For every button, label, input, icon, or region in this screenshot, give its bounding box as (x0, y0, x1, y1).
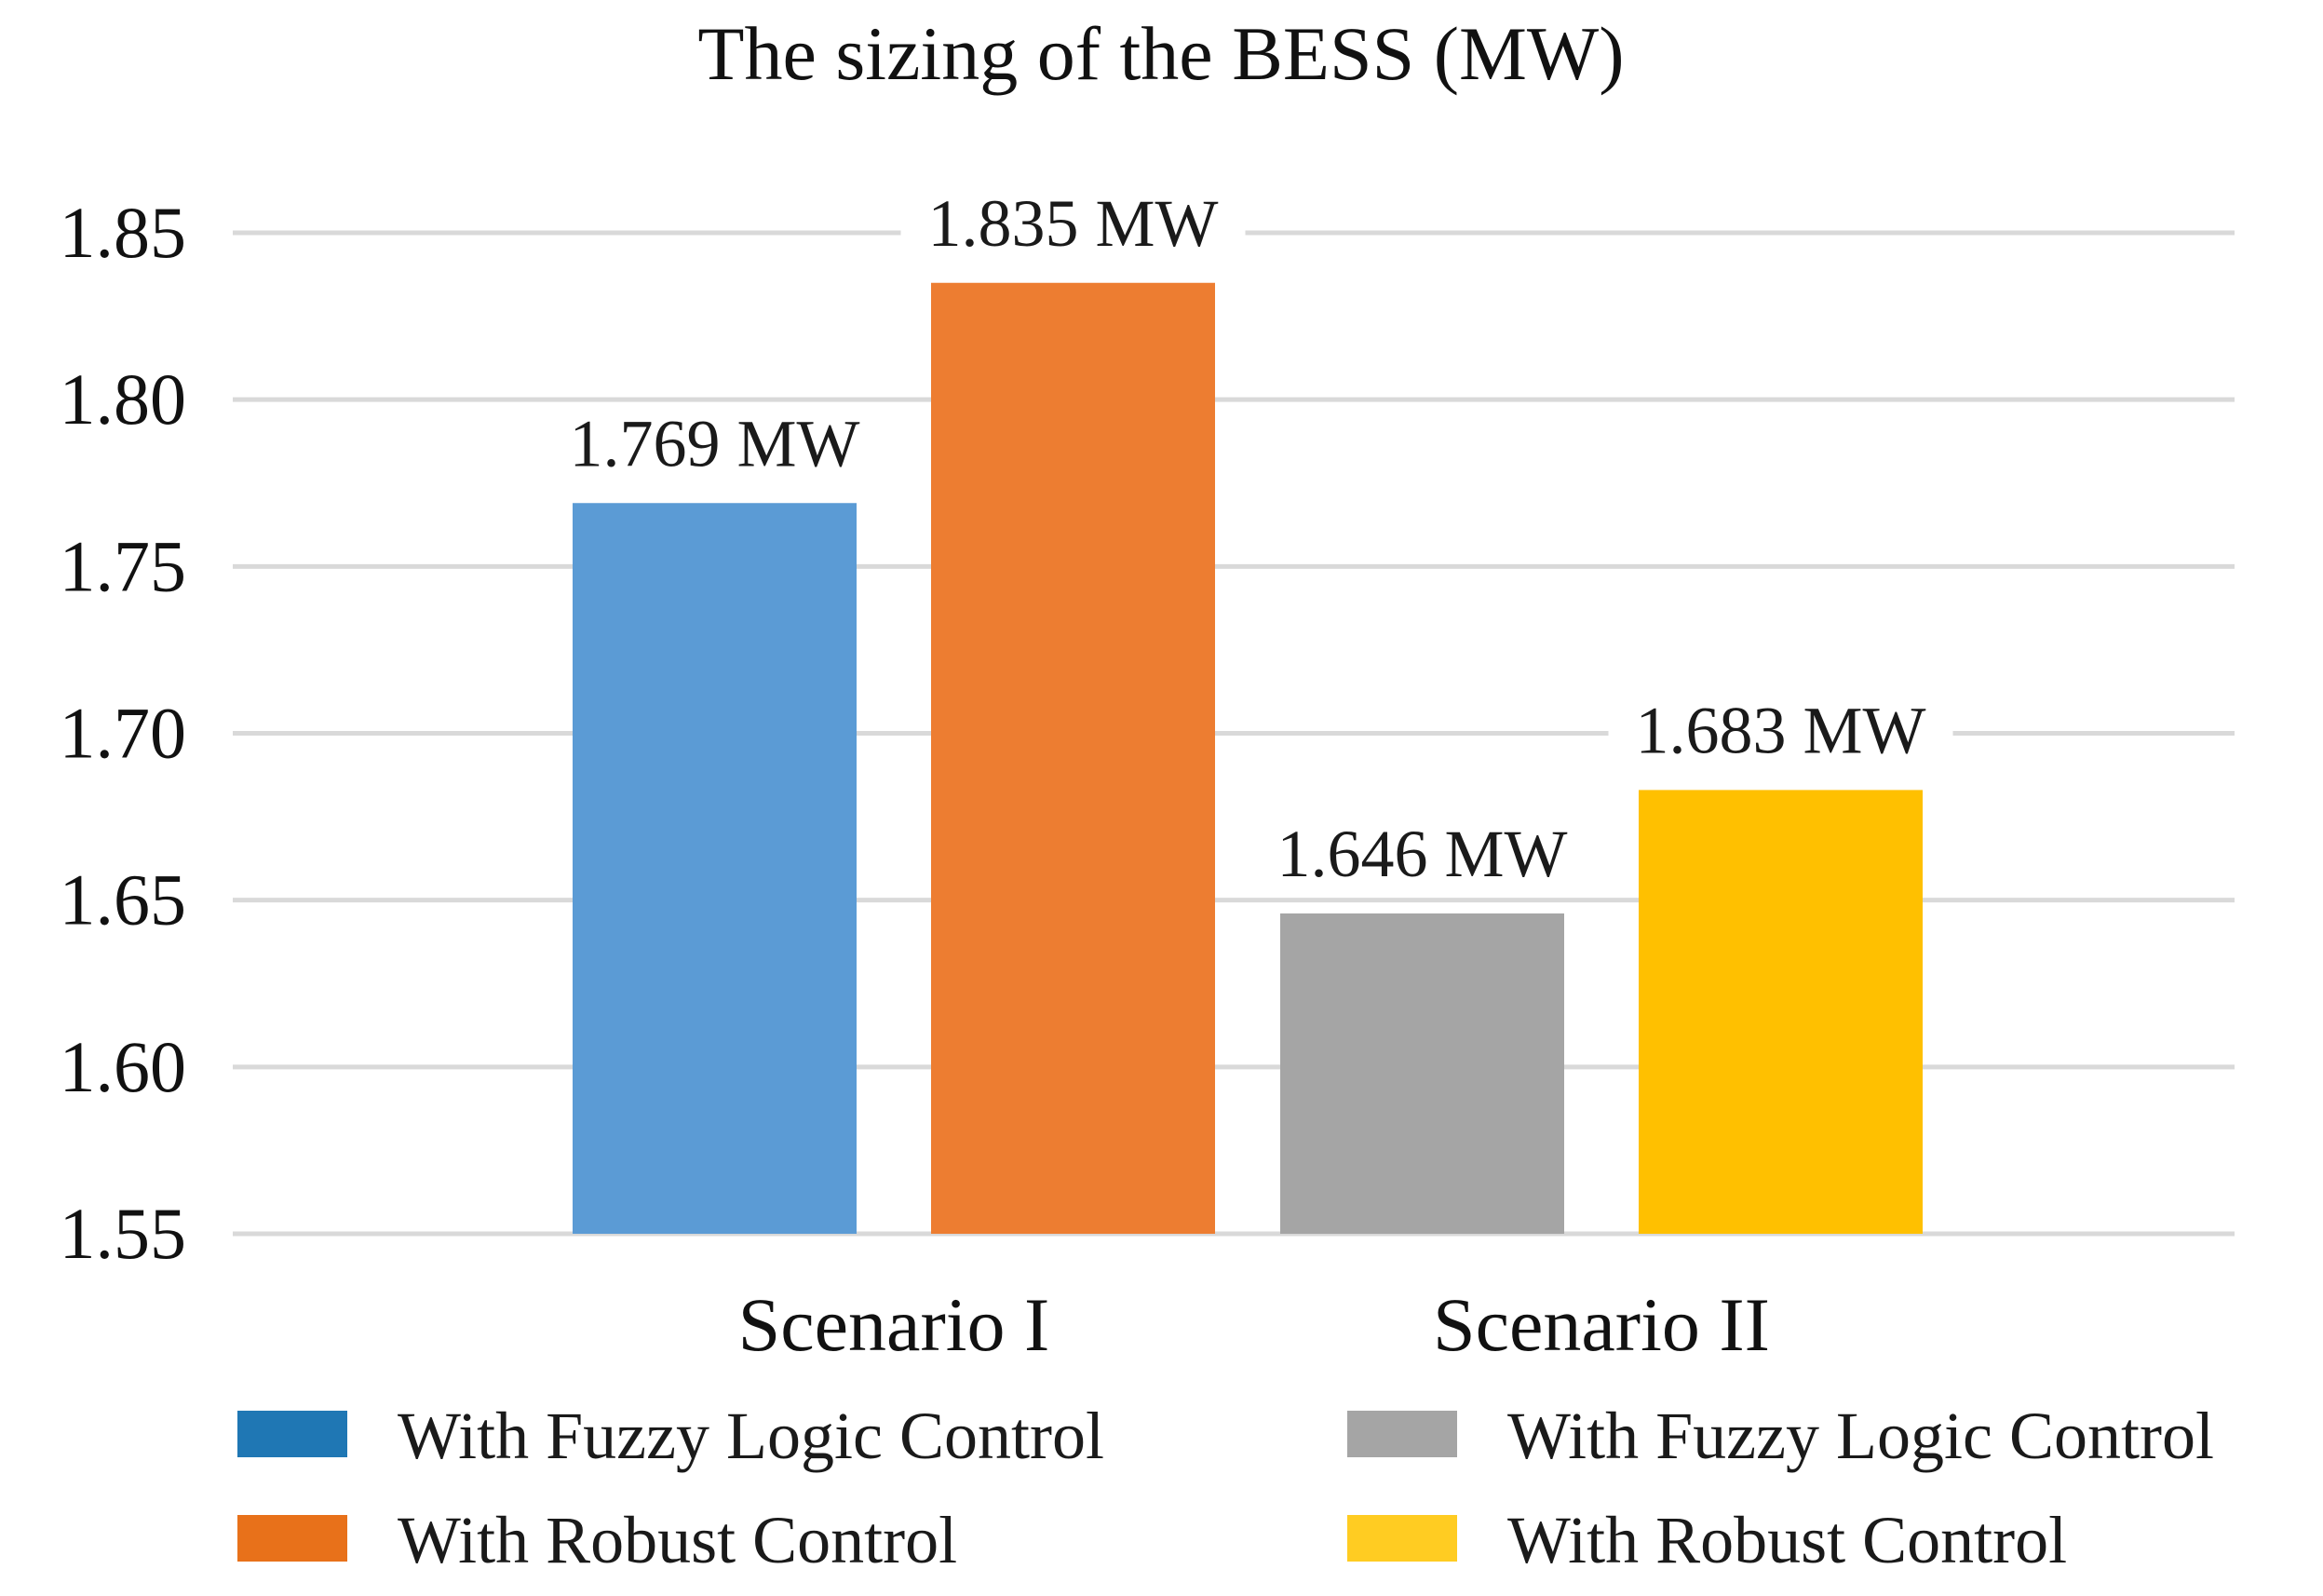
y-tick-label: 1.85 (60, 192, 187, 273)
legend-swatch (237, 1515, 347, 1562)
legend-label: With Fuzzy Logic Control (1507, 1399, 2214, 1473)
y-axis-ticks: 1.55 1.60 1.65 1.70 1.75 1.80 1.85 (60, 192, 187, 1274)
legend-swatch (1347, 1411, 1457, 1457)
data-label-bg (1249, 818, 1595, 893)
legend-swatch (1347, 1515, 1457, 1562)
legend: With Fuzzy Logic Control With Robust Cont… (237, 1399, 2214, 1577)
bar (931, 282, 1215, 1234)
bar (573, 503, 857, 1234)
legend-label: With Robust Control (1507, 1503, 2067, 1577)
y-tick-label: 1.60 (60, 1026, 187, 1107)
y-tick-label: 1.75 (60, 525, 187, 606)
data-label: 1.683 MW (1636, 693, 1926, 767)
data-label: 1.646 MW (1277, 817, 1568, 891)
data-label-bg (900, 187, 1246, 263)
data-label: 1.769 MW (570, 406, 860, 480)
x-category-label: Scenario I (738, 1282, 1050, 1367)
y-tick-label: 1.65 (60, 859, 187, 940)
bar (1280, 913, 1564, 1234)
y-tick-label: 1.80 (60, 358, 187, 440)
legend-label: With Robust Control (398, 1503, 957, 1577)
y-tick-label: 1.55 (60, 1193, 187, 1274)
data-labels: 1.769 MW 1.835 MW 1.646 MW 1.683 MW (542, 186, 1953, 893)
legend-swatch (237, 1411, 347, 1457)
data-label-bg (542, 408, 887, 483)
x-axis-categories: Scenario I Scenario II (738, 1282, 1770, 1367)
data-label-bg (1608, 695, 1953, 770)
chart-title: The sizing of the BESS (MW) (697, 11, 1624, 96)
x-category-label: Scenario II (1433, 1282, 1770, 1367)
legend-label: With Fuzzy Logic Control (398, 1399, 1104, 1473)
y-tick-label: 1.70 (60, 693, 187, 774)
data-label: 1.835 MW (928, 186, 1219, 261)
bar (1639, 790, 1923, 1234)
gridlines (233, 230, 2235, 1237)
bars (573, 282, 1923, 1234)
